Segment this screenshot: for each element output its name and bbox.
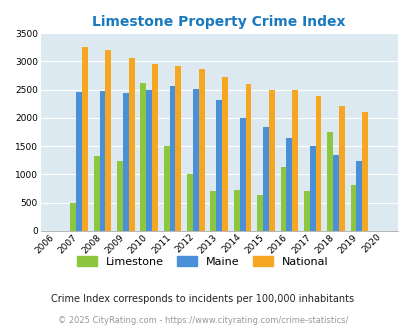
Bar <box>245 84 251 231</box>
Bar <box>256 195 262 231</box>
Bar <box>187 175 192 231</box>
Bar <box>303 191 309 231</box>
Bar <box>350 184 356 231</box>
Bar <box>140 82 146 231</box>
Bar <box>169 86 175 231</box>
Bar <box>216 100 222 231</box>
Bar <box>192 89 198 231</box>
Bar <box>315 96 321 231</box>
Bar <box>222 77 228 231</box>
Bar <box>338 106 344 231</box>
Bar <box>123 93 128 231</box>
Bar <box>262 127 268 231</box>
Bar <box>233 190 239 231</box>
Bar <box>175 66 181 231</box>
Bar <box>76 92 82 231</box>
Bar <box>309 146 315 231</box>
Bar <box>99 91 105 231</box>
Bar <box>152 64 158 231</box>
Bar <box>356 161 361 231</box>
Bar <box>268 89 274 231</box>
Bar <box>210 191 216 231</box>
Bar <box>163 146 169 231</box>
Bar <box>128 58 134 231</box>
Title: Limestone Property Crime Index: Limestone Property Crime Index <box>92 15 345 29</box>
Text: Crime Index corresponds to incidents per 100,000 inhabitants: Crime Index corresponds to incidents per… <box>51 294 354 304</box>
Bar <box>117 161 123 231</box>
Bar <box>292 90 297 231</box>
Bar <box>280 167 286 231</box>
Bar <box>82 47 87 231</box>
Legend: Limestone, Maine, National: Limestone, Maine, National <box>77 256 328 267</box>
Bar <box>146 89 152 231</box>
Bar <box>70 203 76 231</box>
Bar <box>198 69 204 231</box>
Bar <box>286 138 292 231</box>
Bar <box>94 156 99 231</box>
Text: © 2025 CityRating.com - https://www.cityrating.com/crime-statistics/: © 2025 CityRating.com - https://www.city… <box>58 315 347 325</box>
Bar <box>239 118 245 231</box>
Bar <box>332 155 338 231</box>
Bar <box>361 112 367 231</box>
Bar <box>326 132 332 231</box>
Bar <box>105 50 111 231</box>
